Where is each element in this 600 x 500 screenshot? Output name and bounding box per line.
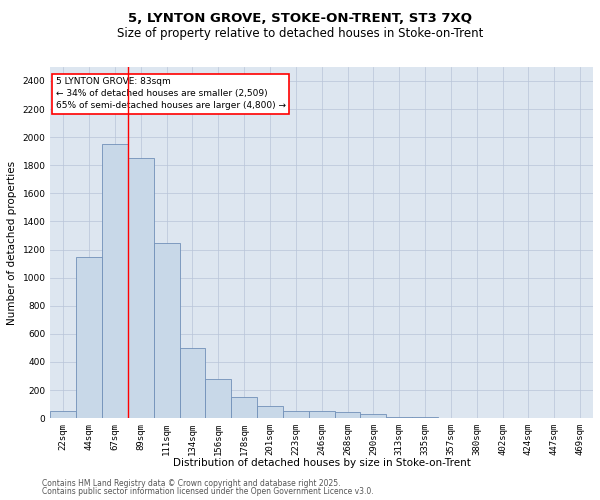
- Bar: [154, 242, 179, 418]
- Bar: [50, 411, 76, 418]
- Text: 5 LYNTON GROVE: 83sqm
← 34% of detached houses are smaller (2,509)
65% of semi-d: 5 LYNTON GROVE: 83sqm ← 34% of detached …: [56, 78, 286, 110]
- Text: Size of property relative to detached houses in Stoke-on-Trent: Size of property relative to detached ho…: [117, 28, 483, 40]
- Bar: [102, 144, 128, 418]
- Bar: [361, 414, 386, 418]
- Bar: [283, 411, 309, 418]
- Text: 5, LYNTON GROVE, STOKE-ON-TRENT, ST3 7XQ: 5, LYNTON GROVE, STOKE-ON-TRENT, ST3 7XQ: [128, 12, 472, 26]
- Bar: [386, 417, 412, 418]
- Bar: [335, 412, 361, 418]
- Bar: [231, 397, 257, 418]
- X-axis label: Distribution of detached houses by size in Stoke-on-Trent: Distribution of detached houses by size …: [173, 458, 470, 468]
- Bar: [76, 256, 102, 418]
- Bar: [309, 411, 335, 418]
- Bar: [257, 406, 283, 418]
- Bar: [205, 379, 231, 418]
- Text: Contains HM Land Registry data © Crown copyright and database right 2025.: Contains HM Land Registry data © Crown c…: [42, 478, 341, 488]
- Bar: [128, 158, 154, 418]
- Text: Contains public sector information licensed under the Open Government Licence v3: Contains public sector information licen…: [42, 487, 374, 496]
- Y-axis label: Number of detached properties: Number of detached properties: [7, 160, 17, 324]
- Bar: [179, 348, 205, 418]
